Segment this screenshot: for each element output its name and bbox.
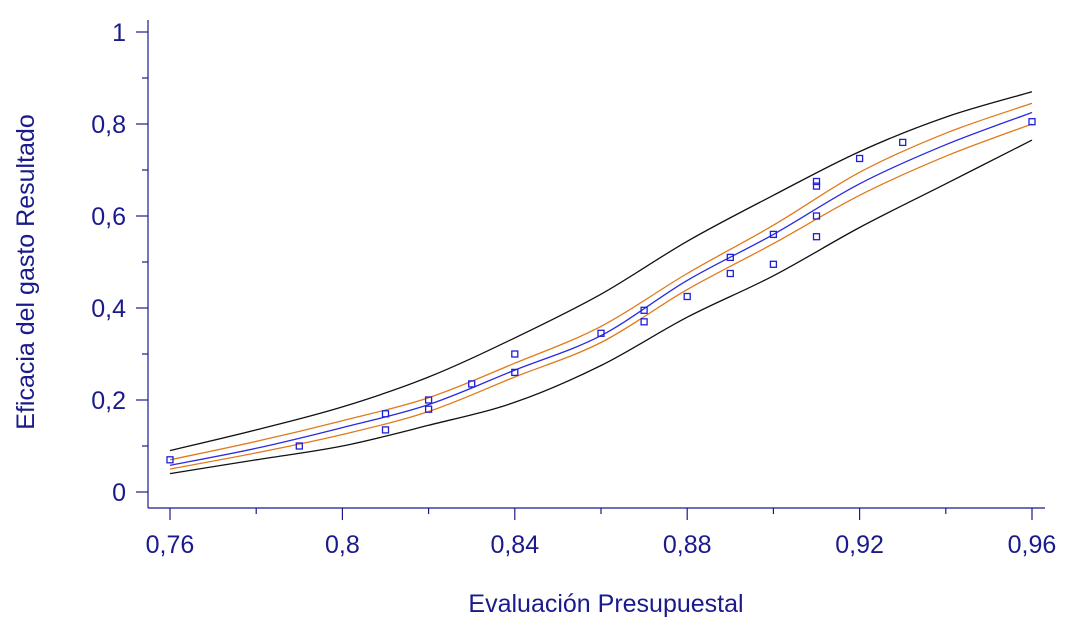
x-tick-label: 0,96 xyxy=(1008,531,1057,559)
y-tick-label: 0,8 xyxy=(91,111,126,139)
prediction-upper-curve xyxy=(169,91,1033,452)
data-point xyxy=(899,138,907,147)
data-point xyxy=(812,182,821,190)
data-point xyxy=(424,405,433,413)
data-point xyxy=(812,177,821,186)
y-axis-label: Eficacia del gasto Resultado xyxy=(12,114,40,429)
y-tick-label: 0,6 xyxy=(91,203,126,231)
data-point xyxy=(511,368,519,377)
y-tick-label: 0,2 xyxy=(91,387,126,415)
x-tick-label: 0,8 xyxy=(325,531,360,559)
confidence-lower-curve xyxy=(169,123,1033,470)
data-point xyxy=(640,318,648,326)
data-points xyxy=(166,118,1036,464)
axes xyxy=(147,20,1045,509)
data-point xyxy=(424,396,433,404)
x-tick-label: 0,92 xyxy=(835,531,884,559)
data-point xyxy=(855,154,864,163)
data-point xyxy=(769,260,778,268)
x-tick-label: 0,76 xyxy=(146,531,195,559)
data-point xyxy=(726,269,734,278)
curves-layer xyxy=(169,91,1033,475)
data-point xyxy=(381,426,390,434)
data-point xyxy=(812,233,821,241)
data-point xyxy=(597,329,605,337)
y-tick-label: 1 xyxy=(112,19,126,47)
data-point xyxy=(726,253,734,262)
data-point xyxy=(511,350,519,358)
data-point xyxy=(1028,118,1036,126)
prediction-lower-curve xyxy=(169,139,1033,475)
y-tick-label: 0,4 xyxy=(91,295,126,323)
fit-curve xyxy=(169,111,1033,466)
data-point xyxy=(295,442,303,450)
data-point xyxy=(381,410,390,418)
data-point xyxy=(812,212,821,220)
data-point xyxy=(683,292,691,301)
confidence-upper-curve xyxy=(169,102,1033,461)
tick-marks xyxy=(136,31,1033,520)
data-point xyxy=(166,456,174,464)
x-axis-label: Evaluación Presupuestal xyxy=(468,590,743,618)
data-point xyxy=(468,380,476,388)
x-tick-label: 0,84 xyxy=(490,531,539,559)
y-tick-label: 0 xyxy=(112,479,126,507)
data-point xyxy=(640,306,648,314)
x-tick-label: 0,88 xyxy=(663,531,712,559)
data-point xyxy=(769,230,778,239)
